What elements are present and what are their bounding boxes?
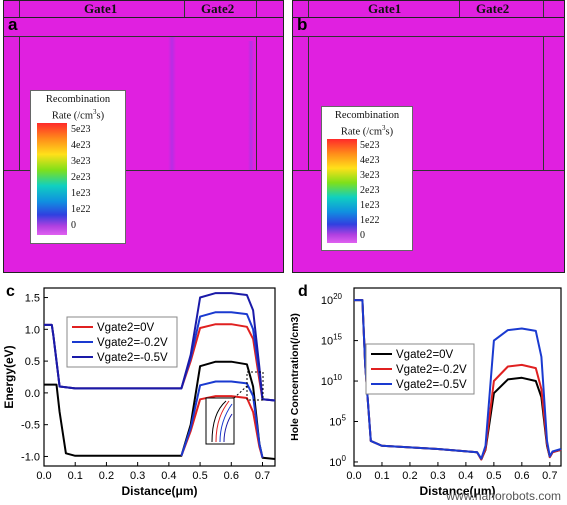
colorbar-tick: 4e23: [360, 155, 380, 166]
colorbar-tick: 5e23: [71, 124, 91, 135]
gate-bar: [293, 1, 564, 18]
colorbar-tick: 1e23: [360, 200, 380, 211]
colorbar-title-line2: Rate (/cm3s): [51, 108, 105, 122]
colorbar-tick: 3e23: [360, 170, 380, 181]
y-tick-label: 1010: [321, 373, 343, 388]
x-tick-label: 0.0: [36, 470, 51, 482]
plot-frame: [353, 287, 562, 467]
colorbar: [37, 123, 67, 235]
x-tick-label: 0.0: [346, 470, 361, 482]
y-tick-label: 1020: [321, 292, 343, 307]
legend-entry: Vgate2=-0.5V: [97, 352, 168, 364]
x-tick-label: 0.3: [130, 470, 145, 482]
inset-curve: [223, 413, 233, 443]
x-tick-label: 0.6: [514, 470, 529, 482]
chart-d: d 0.0 0.1 0.2 0.3 0.4 0.5 0.6 0.7 100 105 1010 1015…: [289, 283, 562, 498]
colorbar-legend: Recombination Rate (/cm3s) 5e23 4e23 3e2…: [321, 106, 413, 251]
panel-b-device: Gate1 Gate2 b Recombination Rate (/cm3s)…: [292, 0, 565, 273]
x-tick-label: 0.2: [99, 470, 114, 482]
x-tick-label: 0.7: [542, 470, 557, 482]
colorbar-title-line1: Recombination: [45, 94, 111, 105]
legend-entry: Vgate2=-0.5V: [396, 379, 467, 391]
recombination-streak: [248, 41, 254, 170]
x-tick-label: 0.5: [192, 470, 207, 482]
y-tick-label: 1015: [321, 333, 343, 348]
colorbar-tick: 4e23: [71, 140, 91, 151]
panel-label-a: a: [8, 15, 18, 34]
colorbar-title-line2: Rate (/cm3s): [340, 124, 394, 138]
y-tick-label: 0.5: [25, 356, 40, 368]
x-tick-label: 0.1: [374, 470, 389, 482]
x-tick-label: 0.4: [458, 470, 473, 482]
colorbar-tick: 5e23: [360, 140, 380, 151]
y-tick-label: 1.5: [25, 293, 40, 305]
x-tick-label: 0.2: [402, 470, 417, 482]
panel-label-d: d: [298, 283, 308, 300]
legend-entry: Vgate2=-0.2V: [97, 337, 168, 349]
y-tick-label: 100: [329, 454, 346, 469]
colorbar: [327, 139, 357, 243]
legend-entry: Vgate2=-0.2V: [396, 364, 467, 376]
series-line: [44, 360, 276, 460]
x-tick-label: 0.5: [486, 470, 501, 482]
gate1-label: Gate1: [368, 1, 402, 16]
colorbar-tick: 2e23: [360, 185, 380, 196]
inset-curve: [219, 403, 233, 443]
y-axis-label: Energy(eV): [2, 345, 16, 408]
plot-frame: [43, 287, 276, 467]
gate2-label: Gate2: [476, 1, 510, 16]
colorbar-legend: Recombination Rate (/cm3s) 5e23 4e23 3e2…: [30, 90, 126, 244]
gate1-label: Gate1: [84, 1, 118, 16]
zoom-connector: [233, 385, 248, 399]
x-tick-label: 0.4: [161, 470, 176, 482]
watermark: www.nanorobots.com: [446, 489, 561, 503]
x-tick-label: 0.6: [224, 470, 239, 482]
y-tick-label: 0.0: [25, 388, 40, 400]
colorbar-tick: 1e23: [71, 188, 91, 199]
legend-entry: Vgate2=0V: [396, 349, 454, 361]
series-line: [44, 292, 276, 402]
y-tick-label: -0.5: [21, 420, 40, 432]
chart-c: c 0.0 0.1 0.2 0.3 0.4 0.5 0.6 0.7 -1.0 -0.5 0.0 0.5…: [2, 283, 276, 498]
gate2-label: Gate2: [201, 1, 235, 16]
x-axis-label: Distance(μm): [419, 484, 495, 498]
y-tick-label: -1.0: [21, 451, 40, 463]
panel-label-c: c: [6, 283, 15, 300]
panel-label-b: b: [297, 15, 308, 34]
x-tick-label: 0.1: [68, 470, 83, 482]
inset-curve: [215, 400, 230, 443]
y-tick-label: 105: [329, 414, 346, 429]
x-tick-label: 0.7: [255, 470, 270, 482]
legend-entry: Vgate2=0V: [97, 322, 155, 334]
y-tick-label: 1.0: [25, 324, 40, 336]
x-axis-label: Distance(μm): [121, 484, 197, 498]
x-tick-label: 0.3: [430, 470, 445, 482]
colorbar-tick: 1e22: [71, 204, 91, 215]
colorbar-tick: 1e22: [360, 215, 380, 226]
recombination-streak: [168, 37, 176, 170]
colorbar-tick: 0: [71, 220, 76, 231]
colorbar-tick: 2e23: [71, 172, 91, 183]
y-axis-label: Hole Concentration(/cm3): [289, 313, 301, 441]
panel-a-device: Gate1 Gate2 a Recombination Rate (/cm3s)…: [3, 0, 284, 273]
gate-bar: [4, 1, 283, 18]
series-line: [354, 299, 562, 460]
colorbar-title-line1: Recombination: [334, 110, 400, 121]
colorbar-tick: 3e23: [71, 156, 91, 167]
series-line: [180, 380, 264, 458]
inset-curve: [211, 400, 227, 443]
colorbar-tick: 0: [360, 230, 365, 241]
